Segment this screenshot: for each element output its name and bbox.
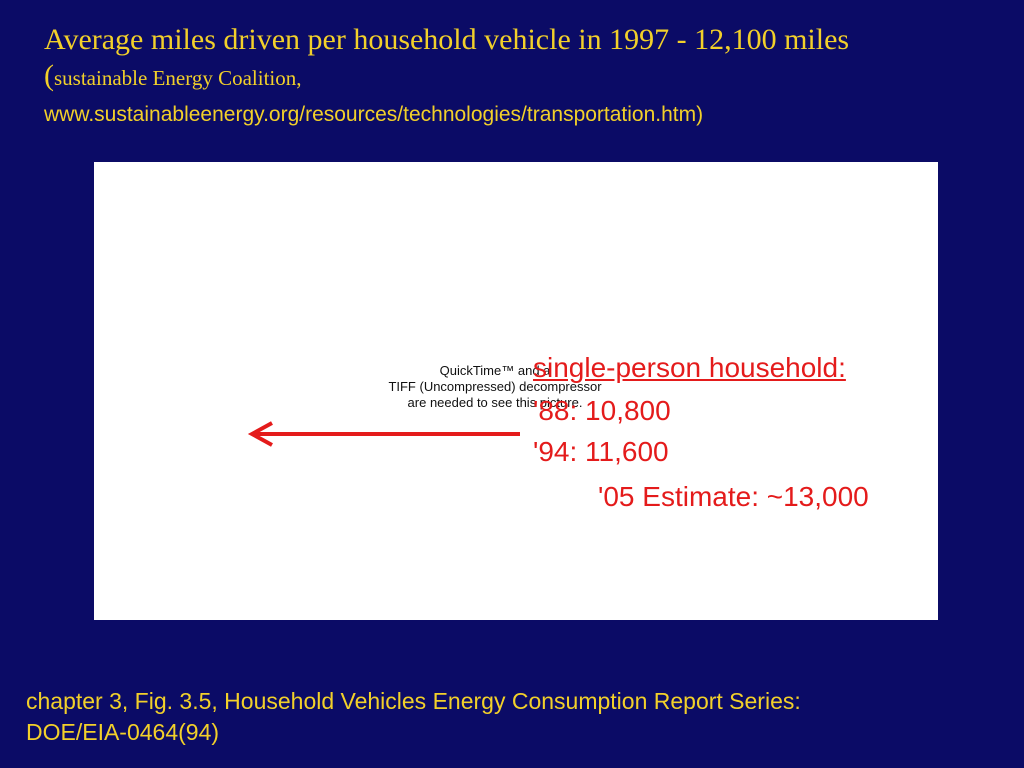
placeholder-line-2: TIFF (Uncompressed) decompressor [388,379,602,394]
miles-1988: '88: 10,800 [533,395,671,426]
miles-2005-estimate: '05 Estimate: ~13,000 [598,481,869,512]
title-source: sustainable Energy Coalition, [54,66,302,90]
footer-citation: chapter 3, Fig. 3.5, Household Vehicles … [26,686,1006,748]
quicktime-placeholder-text: QuickTime™ and a TIFF (Uncompressed) dec… [360,363,630,411]
household-label: single-person household: [533,352,846,383]
footer-line-2: DOE/EIA-0464(94) [26,719,220,745]
left-arrow-icon [247,421,520,447]
footer-line-1: chapter 3, Fig. 3.5, Household Vehicles … [26,688,801,714]
slide-title: Average miles driven per household vehic… [44,22,1004,130]
miles-1994: '94: 11,600 [533,436,669,467]
placeholder-line-3: are needed to see this picture. [407,395,583,410]
placeholder-line-1: QuickTime™ and a [439,363,551,378]
title-main: Average miles driven per household vehic… [44,23,850,56]
source-url: www.sustainableenergy.org/resources/tech… [44,103,704,126]
title-paren: ( [44,59,54,92]
image-placeholder-panel [94,162,938,620]
